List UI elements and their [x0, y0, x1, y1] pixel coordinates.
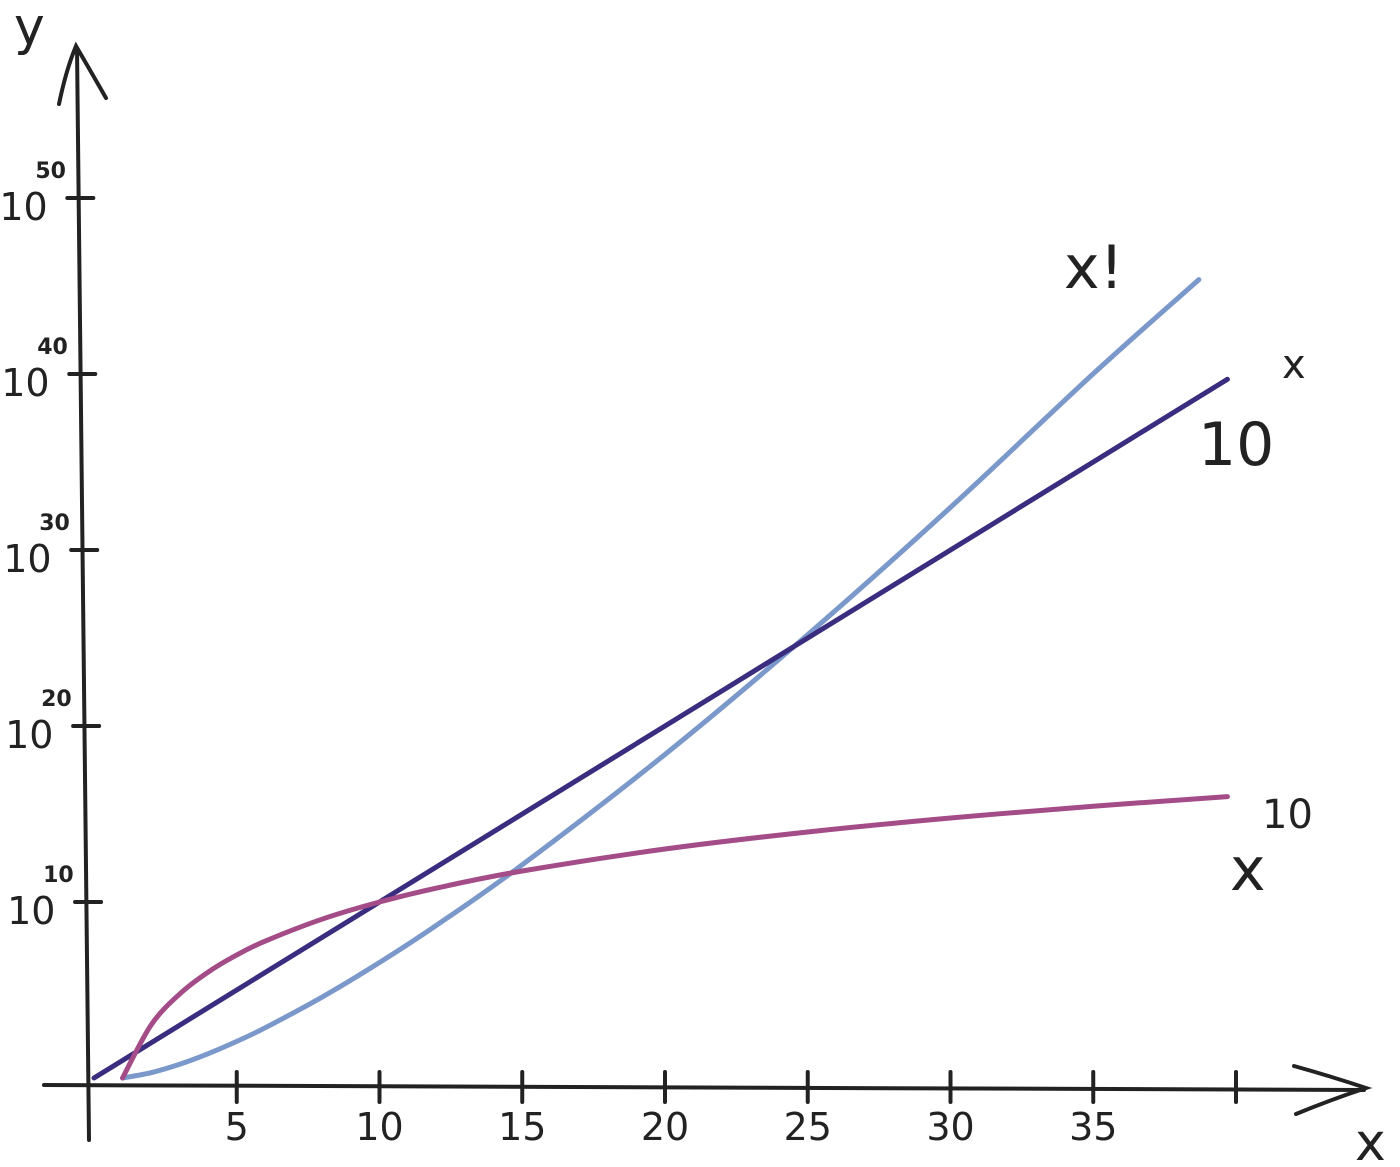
x-tick-label: 15 [498, 1105, 546, 1149]
y-axis-title: y [14, 0, 45, 57]
y-tick-label-base: 10 [5, 713, 53, 757]
series-label-2: x [1230, 835, 1266, 905]
y-tick-label-exp: 30 [39, 511, 70, 536]
series-line-1 [91, 376, 1230, 1081]
y-axis-line [75, 46, 91, 1142]
y-tick-label-exp: 10 [43, 863, 74, 888]
x-axis-arrow [1292, 1064, 1373, 1116]
x-axis-title: x [1355, 1113, 1386, 1167]
y-axis-arrow [57, 41, 108, 106]
y-tick-label-base: 10 [7, 889, 55, 933]
x-axis-line [42, 1083, 1366, 1092]
x-tick-label: 5 [225, 1105, 249, 1149]
x-axis: x [42, 1064, 1386, 1167]
series-label-exp-1: x [1282, 342, 1306, 388]
y-tick-label-exp: 50 [35, 159, 66, 184]
series-line-0 [120, 277, 1202, 1081]
x-tick-label: 20 [641, 1105, 689, 1149]
x-tick-label: 25 [784, 1105, 832, 1149]
x-ticks: 5 10 15 20 25 30 35 [225, 1070, 1238, 1149]
x-tick-label: 35 [1069, 1105, 1117, 1149]
x-tick-label: 10 [355, 1105, 403, 1149]
series-label-exp-2: 10 [1262, 792, 1313, 838]
series-lines [91, 277, 1230, 1081]
series-line-2 [120, 794, 1230, 1081]
series-label-1: 10 [1198, 410, 1274, 480]
series-label-0: x! [1064, 233, 1124, 303]
y-tick-label-base: 10 [0, 185, 48, 229]
x-tick-label: 30 [926, 1105, 974, 1149]
y-tick-label-base: 10 [1, 361, 49, 405]
y-tick-label-exp: 20 [41, 687, 72, 712]
y-tick-label-base: 10 [3, 537, 51, 581]
y-tick-label-exp: 40 [37, 335, 68, 360]
y-axis: y [14, 0, 108, 1142]
